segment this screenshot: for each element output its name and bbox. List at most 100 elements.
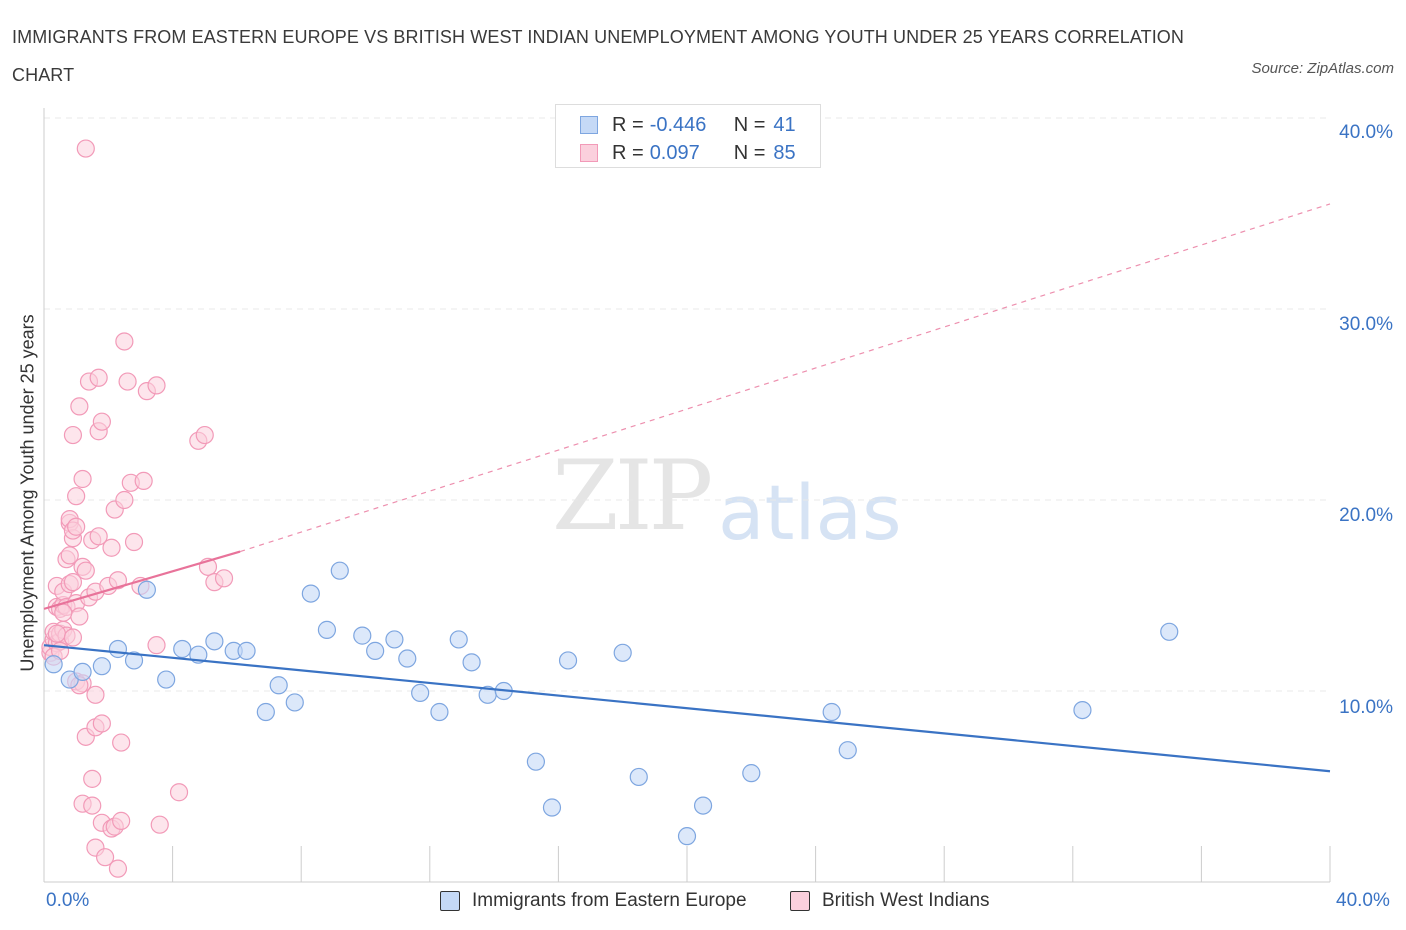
point-british-west-indians: [92, 412, 111, 431]
point-eastern-europe: [256, 702, 275, 722]
point-british-west-indians: [102, 538, 121, 557]
legend-row-eastern-europe: R = -0.446 N = 41: [580, 111, 796, 139]
point-eastern-europe: [629, 767, 648, 787]
point-british-west-indians: [134, 471, 153, 490]
point-british-west-indians: [63, 425, 83, 445]
chart-title: IMMIGRANTS FROM EASTERN EUROPE VS BRITIS…: [12, 27, 1184, 85]
point-british-west-indians: [60, 546, 79, 565]
point-british-west-indians: [73, 469, 92, 489]
point-eastern-europe: [137, 580, 156, 599]
legend-n-value: 41: [773, 113, 796, 136]
bottom-legend-swatch-blue: [440, 891, 460, 911]
point-british-west-indians: [67, 517, 86, 536]
point-british-west-indians: [118, 372, 137, 391]
y-tick-label-10: 10.0%: [1339, 697, 1393, 718]
point-british-west-indians: [169, 783, 189, 802]
legend-n-label: N =: [733, 141, 766, 164]
point-eastern-europe: [838, 741, 857, 760]
legend-row-british-west-indians: R = 0.097 N = 85: [580, 139, 796, 167]
watermark-zip: ZIP: [552, 440, 713, 552]
point-british-west-indians: [108, 859, 128, 878]
point-british-west-indians: [195, 425, 214, 445]
point-eastern-europe: [693, 796, 713, 815]
point-eastern-europe: [301, 584, 320, 603]
point-eastern-europe: [462, 653, 481, 672]
point-british-west-indians: [214, 569, 234, 588]
point-eastern-europe: [385, 630, 404, 649]
point-british-west-indians: [147, 376, 166, 395]
point-british-west-indians: [112, 811, 131, 830]
point-eastern-europe: [1073, 700, 1092, 720]
point-british-west-indians: [115, 332, 134, 351]
point-eastern-europe: [124, 651, 144, 670]
x-tick-label-min: 0.0%: [46, 890, 90, 911]
legend-r-label: R =: [612, 141, 644, 164]
point-british-west-indians: [54, 603, 73, 622]
point-eastern-europe: [449, 630, 468, 649]
point-eastern-europe: [285, 693, 304, 712]
point-british-west-indians: [63, 573, 83, 592]
point-eastern-europe: [366, 641, 385, 660]
point-eastern-europe: [237, 641, 256, 660]
point-british-west-indians: [150, 815, 169, 834]
point-eastern-europe: [411, 683, 430, 703]
trendline-british-west-indians-projection: [239, 203, 1331, 553]
watermark-atlas: atlas: [718, 468, 902, 557]
legend-swatch-pink: [580, 144, 598, 162]
point-british-west-indians: [92, 714, 111, 733]
bottom-legend-label: Immigrants from Eastern Europe: [472, 890, 747, 911]
legend-n-value: 85: [773, 141, 796, 164]
point-eastern-europe: [677, 827, 697, 846]
point-british-west-indians: [108, 571, 128, 590]
point-eastern-europe: [92, 657, 111, 676]
point-british-west-indians: [70, 607, 89, 626]
point-british-west-indians: [112, 733, 131, 752]
point-eastern-europe: [558, 651, 578, 670]
point-british-west-indians: [63, 628, 83, 647]
point-british-west-indians: [83, 796, 102, 815]
point-british-west-indians: [147, 636, 166, 655]
trendline-eastern-europe: [43, 644, 1331, 773]
legend-n-label: N =: [733, 113, 766, 136]
point-eastern-europe: [398, 649, 417, 668]
bottom-legend-eastern-europe: Immigrants from Eastern Europe: [440, 890, 747, 912]
point-british-west-indians: [86, 685, 105, 704]
bottom-legend-label: British West Indians: [822, 890, 990, 911]
bottom-legend-british-west-indians: British West Indians: [790, 890, 990, 912]
legend-swatch-blue: [580, 116, 598, 134]
point-british-west-indians: [67, 487, 86, 506]
y-tick-label-40: 40.0%: [1339, 122, 1393, 143]
point-eastern-europe: [613, 643, 632, 662]
point-british-west-indians: [124, 532, 144, 552]
x-tick-label-max: 40.0%: [1336, 890, 1390, 911]
point-eastern-europe: [526, 752, 545, 771]
source-label: Source: ZipAtlas.com: [1251, 60, 1394, 77]
point-eastern-europe: [317, 620, 337, 639]
legend-r-value: -0.446: [649, 113, 707, 136]
point-eastern-europe: [205, 632, 224, 651]
point-eastern-europe: [173, 639, 192, 659]
y-tick-label-20: 20.0%: [1339, 505, 1393, 526]
point-british-west-indians: [83, 769, 102, 788]
point-eastern-europe: [353, 626, 372, 645]
trendline-british-west-indians: [43, 550, 241, 610]
point-eastern-europe: [157, 670, 176, 689]
point-british-west-indians: [76, 139, 95, 158]
point-eastern-europe: [269, 676, 288, 695]
point-eastern-europe: [822, 702, 841, 722]
point-eastern-europe: [542, 798, 562, 817]
point-british-west-indians: [76, 561, 95, 580]
point-british-west-indians: [47, 624, 66, 643]
legend-r-label: R =: [612, 113, 644, 136]
point-british-west-indians: [89, 368, 108, 387]
point-eastern-europe: [330, 561, 349, 580]
point-british-west-indians: [95, 848, 115, 867]
legend-r-value: 0.097: [649, 141, 700, 164]
correlation-legend: R = -0.446 N = 41 R = 0.097 N = 85: [555, 104, 821, 168]
point-british-west-indians: [89, 527, 108, 546]
y-tick-label-30: 30.0%: [1339, 314, 1393, 335]
bottom-legend-swatch-pink: [790, 891, 810, 911]
point-eastern-europe: [73, 662, 92, 682]
point-british-west-indians: [115, 490, 134, 510]
